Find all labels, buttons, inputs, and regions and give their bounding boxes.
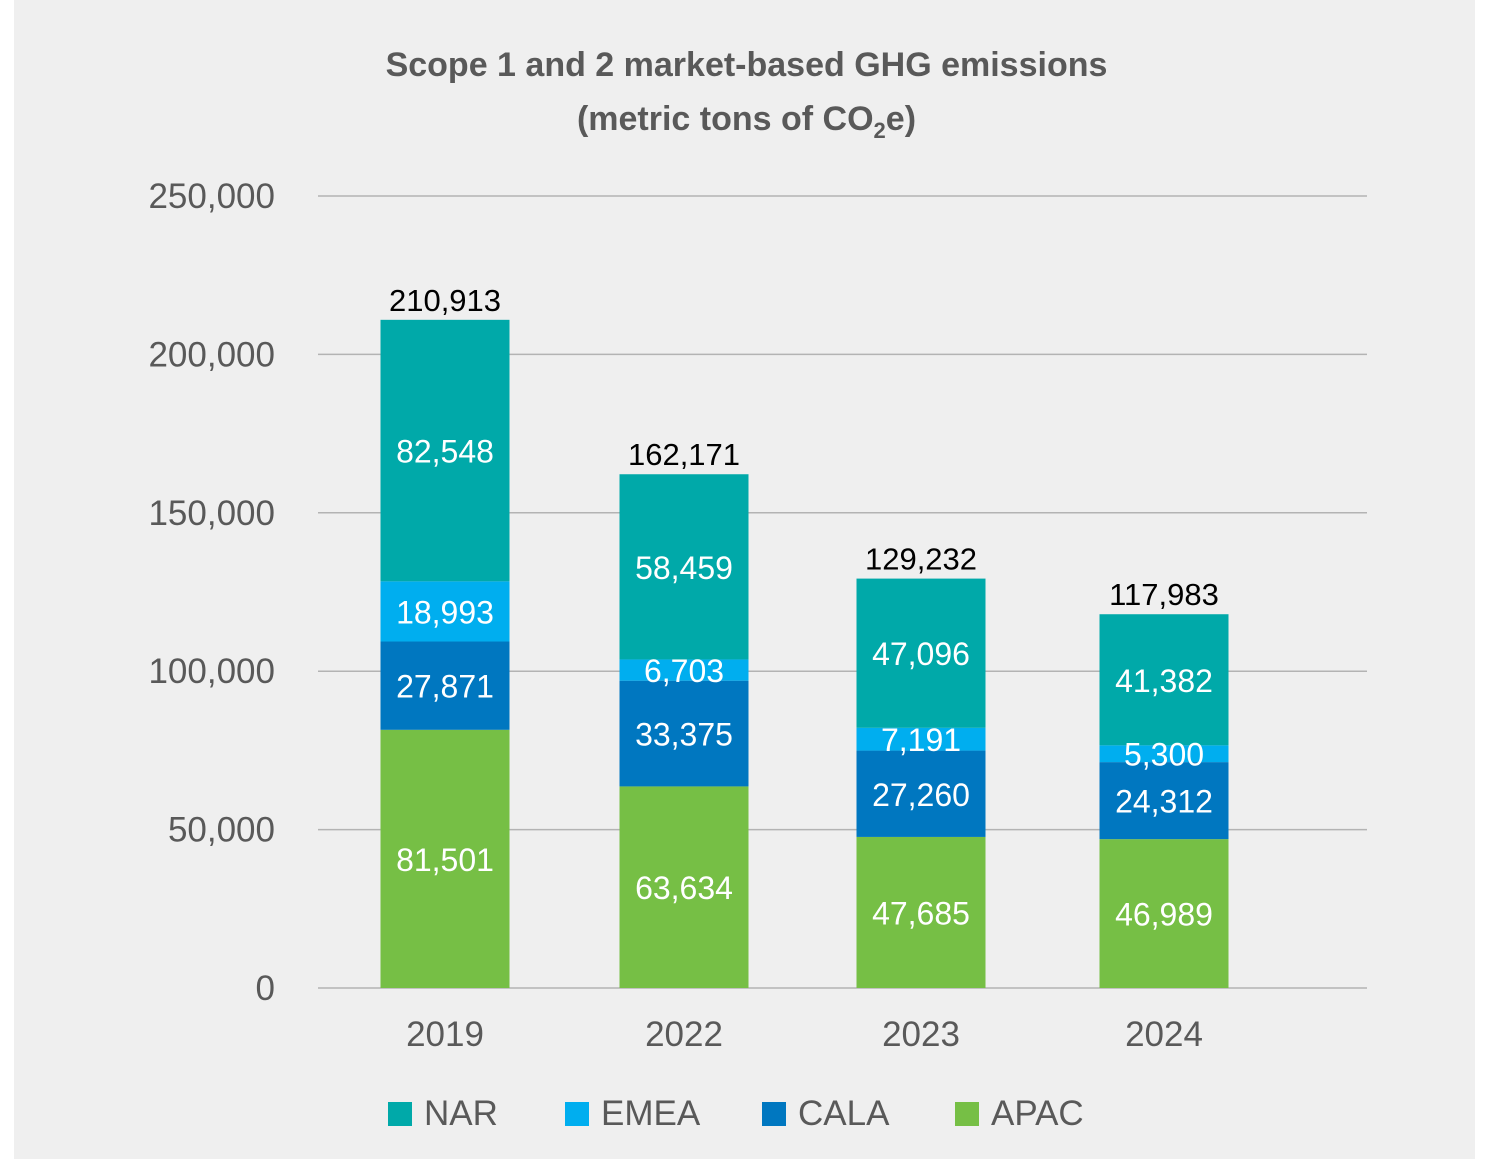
legend-label: APAC	[991, 1094, 1084, 1133]
y-tick-label: 50,000	[168, 811, 275, 850]
segment-value-label: 33,375	[635, 717, 733, 753]
legend-swatch	[955, 1102, 979, 1126]
bar-segment	[1099, 745, 1229, 763]
segment-value-label: 81,501	[396, 842, 494, 878]
chart-subtitle-subscript: 2	[873, 118, 886, 143]
segment-value-label: 27,871	[396, 669, 494, 705]
x-tick-label: 2023	[882, 1015, 960, 1054]
x-tick-label: 2019	[406, 1015, 484, 1054]
legend-item: APAC	[955, 1094, 1084, 1134]
legend-swatch	[762, 1102, 786, 1126]
legend-label: NAR	[424, 1094, 498, 1133]
bar-total-label: 117,983	[1109, 577, 1219, 612]
x-axis-tick-labels: 2019 2022 2023 2024	[406, 1015, 1203, 1054]
segment-value-label: 6,703	[644, 653, 724, 689]
bar-segment	[380, 319, 510, 582]
bar-segment	[619, 659, 749, 681]
segment-value-label: 63,634	[635, 870, 733, 906]
segment-value-label: 24,312	[1115, 784, 1213, 820]
chart-title: Scope 1 and 2 market-based GHG emissions	[385, 46, 1108, 84]
bar-segment	[1099, 614, 1229, 746]
x-tick-label: 2022	[645, 1015, 723, 1054]
bar-segment	[619, 786, 749, 988]
legend-label: CALA	[798, 1094, 890, 1133]
y-tick-label: 150,000	[148, 494, 275, 533]
segment-value-label: 47,685	[872, 895, 970, 931]
bar-segment	[619, 474, 749, 660]
bars	[380, 319, 1229, 988]
bar-segment	[380, 641, 510, 730]
legend-item: CALA	[762, 1094, 889, 1134]
segment-value-label: 82,548	[396, 434, 494, 470]
segment-value-label: 18,993	[396, 594, 494, 630]
segment-value-label: 47,096	[872, 636, 970, 672]
bar-segment	[856, 836, 986, 988]
segment-value-label: 46,989	[1115, 897, 1213, 933]
y-tick-label: 0	[256, 969, 275, 1008]
segment-value-label: 7,191	[881, 722, 961, 758]
chart-subtitle-prefix: (metric tons of CO	[576, 100, 874, 138]
legend: NAR EMEA CALA APAC	[0, 1094, 1493, 1134]
legend-item: EMEA	[565, 1094, 700, 1134]
legend-label: EMEA	[601, 1094, 701, 1133]
segment-value-label: 41,382	[1115, 663, 1213, 699]
y-axis-tick-labels: 0 50,000 100,000 150,000 200,000 250,000	[148, 177, 275, 1008]
chart-subtitle-suffix: e)	[885, 100, 917, 138]
y-tick-label: 200,000	[148, 335, 275, 374]
bar-total-label: 162,171	[628, 437, 740, 472]
segment-value-label: 27,260	[872, 777, 970, 813]
x-tick-label: 2024	[1125, 1015, 1203, 1054]
bar-total-label: 210,913	[389, 283, 501, 318]
bar-segment	[856, 578, 986, 728]
bar-segment	[619, 680, 749, 787]
bar-segment	[380, 729, 510, 988]
bar-segment	[856, 727, 986, 751]
legend-item: NAR	[388, 1094, 498, 1134]
bar-segment	[1099, 839, 1229, 988]
segment-value-label: 58,459	[635, 550, 733, 586]
total-value-labels: 210,913 162,171 129,232 117,983	[389, 283, 1219, 612]
y-tick-label: 100,000	[148, 652, 275, 691]
segment-value-labels: 81,501 27,871 18,993 82,548 63,634 33,375 6,70…	[396, 434, 1213, 933]
bar-segment	[1099, 762, 1229, 840]
segment-value-label: 5,300	[1124, 737, 1204, 773]
legend-swatch	[388, 1102, 412, 1126]
bar-total-label: 129,232	[865, 542, 977, 577]
bar-segment	[380, 581, 510, 642]
y-tick-label: 250,000	[148, 177, 275, 216]
bar-segment	[856, 750, 986, 837]
legend-swatch	[565, 1102, 589, 1126]
chart-subtitle: (metric tons of CO2e)	[0, 100, 1493, 142]
